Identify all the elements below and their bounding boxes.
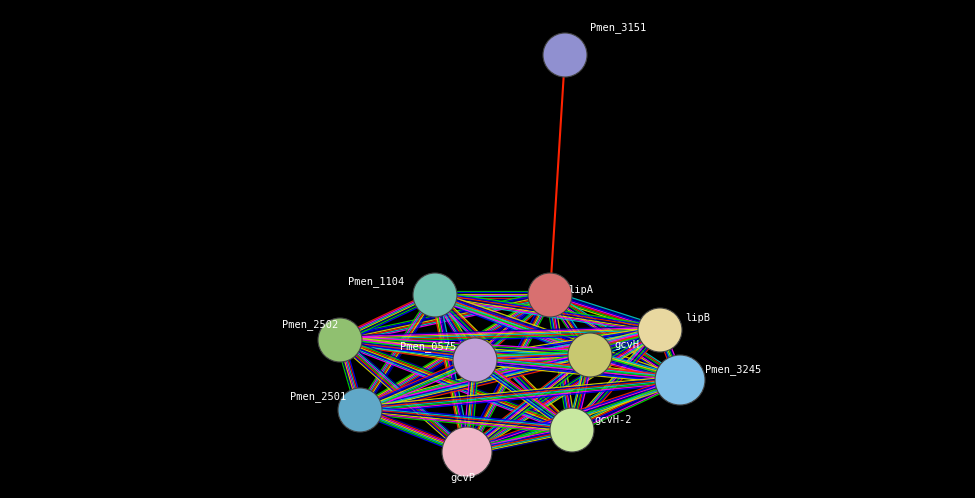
Text: Pmen_3245: Pmen_3245 [705, 365, 761, 375]
Circle shape [413, 273, 457, 317]
Circle shape [318, 318, 362, 362]
Circle shape [568, 333, 612, 377]
Circle shape [655, 355, 705, 405]
Circle shape [453, 338, 497, 382]
Circle shape [442, 427, 492, 477]
Circle shape [638, 308, 682, 352]
Text: gcvH: gcvH [614, 340, 639, 350]
Circle shape [543, 33, 587, 77]
Text: lipB: lipB [685, 313, 710, 323]
Text: lipA: lipA [568, 285, 593, 295]
Text: gcvH-2: gcvH-2 [594, 415, 632, 425]
Text: Pmen_2502: Pmen_2502 [282, 320, 338, 331]
Text: Pmen_1104: Pmen_1104 [348, 276, 405, 287]
Circle shape [338, 388, 382, 432]
Circle shape [550, 408, 594, 452]
Text: Pmen_2501: Pmen_2501 [290, 391, 346, 402]
Circle shape [528, 273, 572, 317]
Text: gcvP: gcvP [450, 473, 475, 483]
Text: Pmen_0575: Pmen_0575 [400, 342, 456, 353]
Text: Pmen_3151: Pmen_3151 [590, 22, 646, 33]
